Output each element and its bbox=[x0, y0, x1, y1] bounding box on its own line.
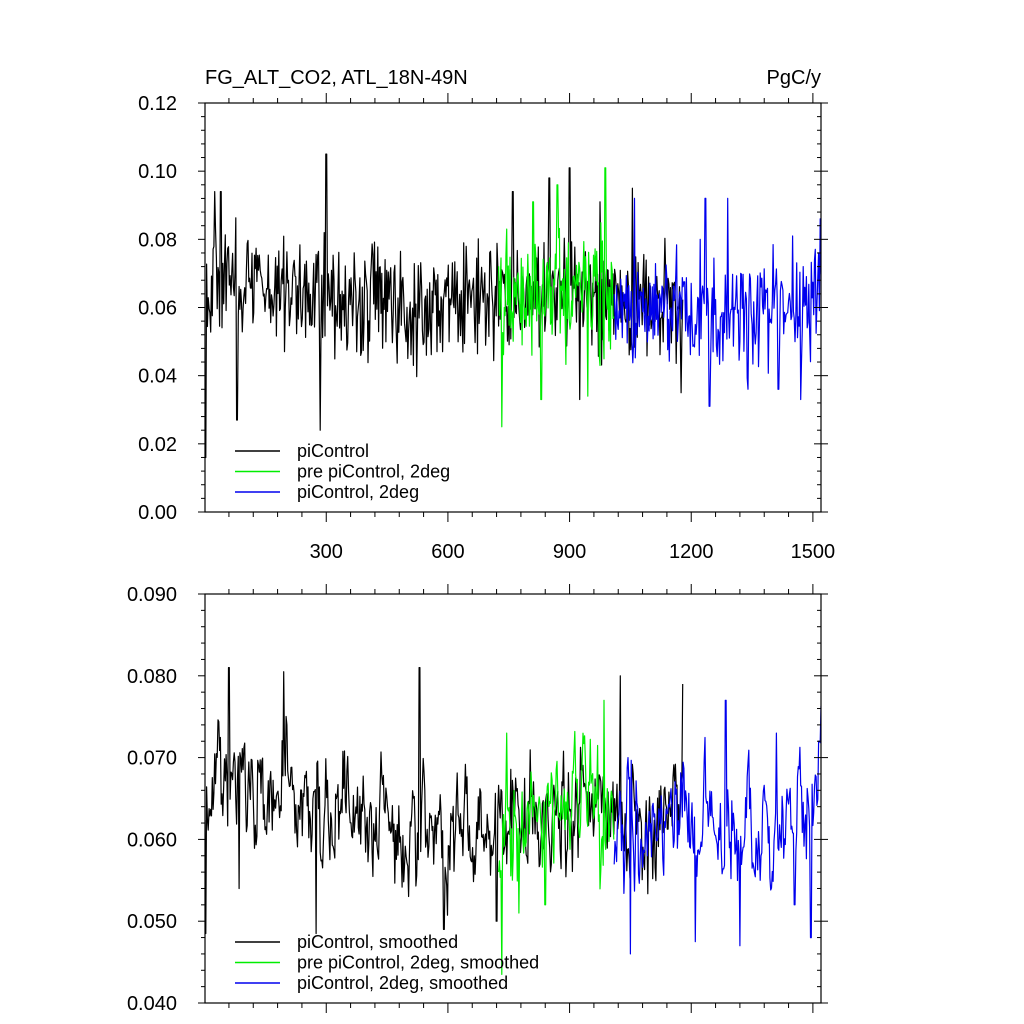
top-title-left: FG_ALT_CO2, ATL_18N-49N bbox=[205, 67, 468, 89]
y-tick-label: 0.080 bbox=[127, 666, 177, 688]
legend-label-1: piControl, smoothed bbox=[297, 932, 458, 952]
y-tick-label: 0.06 bbox=[138, 298, 177, 320]
legend-label-2: pre piControl, 2deg, smoothed bbox=[297, 953, 539, 973]
y-tick-label: 0.10 bbox=[138, 161, 177, 183]
series-line-2 bbox=[498, 699, 615, 976]
y-tick-label: 0.060 bbox=[127, 829, 177, 851]
y-tick-label: 0.12 bbox=[138, 93, 177, 115]
x-tick-label: 600 bbox=[431, 541, 464, 563]
top-panel: FG_ALT_CO2, ATL_18N-49N PgC/y 0.000.020.… bbox=[138, 67, 835, 563]
y-tick-label: 0.04 bbox=[138, 366, 177, 388]
x-tick-label: 300 bbox=[310, 541, 343, 563]
y-tick-label: 0.050 bbox=[127, 911, 177, 933]
legend-label-3: piControl, 2deg bbox=[297, 482, 419, 502]
bottom-ticks-group: 0.040 0.050 0.060 0.070 0.080 0.090 bbox=[127, 584, 828, 1015]
x-tick-label: 1500 bbox=[791, 541, 836, 563]
series-line-2 bbox=[498, 167, 615, 428]
y-tick-label: 0.02 bbox=[138, 434, 177, 456]
top-plot-frame bbox=[204, 102, 822, 513]
top-ticks-group: 0.00 0.02 0.04 0.06 0.08 0.10 0.12 300 600 900 120… bbox=[138, 93, 835, 563]
bottom-plot-frame bbox=[204, 593, 822, 1004]
y-tick-label: 0.00 bbox=[138, 502, 177, 524]
x-tick-label: 1200 bbox=[669, 541, 714, 563]
top-title-right: PgC/y bbox=[767, 67, 821, 89]
legend-label-3: piControl, 2deg, smoothed bbox=[297, 973, 508, 993]
y-tick-label: 0.070 bbox=[127, 748, 177, 770]
bottom-series-group bbox=[205, 666, 821, 976]
top-series-group bbox=[205, 153, 821, 459]
legend-label-2: pre piControl, 2deg bbox=[297, 462, 450, 482]
legend-label-1: piControl bbox=[297, 441, 369, 461]
y-tick-label: 0.08 bbox=[138, 229, 177, 251]
y-tick-label: 0.090 bbox=[127, 584, 177, 606]
y-tick-label: 0.040 bbox=[127, 993, 177, 1015]
series-line-3 bbox=[613, 699, 821, 955]
x-tick-label: 900 bbox=[553, 541, 586, 563]
bottom-panel: 0.040 0.050 0.060 0.070 0.080 0.090 piControl… bbox=[127, 584, 828, 1015]
series-line-3 bbox=[613, 197, 821, 407]
